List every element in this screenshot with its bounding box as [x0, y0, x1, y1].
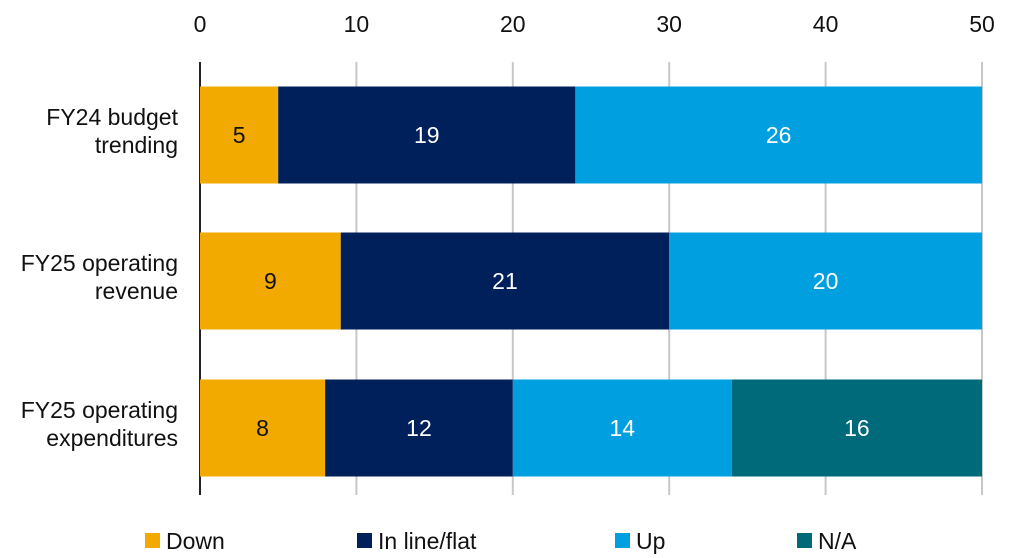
data-label: 19 — [414, 122, 440, 148]
bar-segment-in-line-flat — [340, 232, 670, 330]
legend-label: Up — [636, 528, 665, 554]
bar-segment-n-a — [731, 379, 982, 477]
bar-segment-in-line-flat — [278, 86, 576, 184]
category-label: FY25 operating expenditures — [21, 397, 178, 451]
bar-segment-up — [575, 86, 982, 184]
bar-segment-down — [200, 379, 326, 477]
legend-swatch — [797, 533, 812, 548]
legend-swatch — [615, 533, 630, 548]
x-tick-label: 20 — [500, 11, 526, 37]
data-label: 14 — [609, 415, 635, 441]
bars — [200, 86, 982, 477]
data-label: 20 — [813, 268, 839, 294]
legend: Down In line/flat Up N/A — [145, 528, 857, 554]
x-tick-label: 50 — [969, 11, 995, 37]
data-label: 9 — [264, 268, 277, 294]
x-tick-label: 10 — [344, 11, 370, 37]
x-tick-label: 30 — [656, 11, 682, 37]
bar-segment-up — [512, 379, 732, 477]
axis: 0 10 20 30 40 50 FY24 budget trending FY25 opera… — [21, 11, 995, 495]
bar-segment-up — [669, 232, 982, 330]
data-label: 26 — [766, 122, 792, 148]
data-label: 16 — [844, 415, 870, 441]
legend-label: In line/flat — [378, 528, 477, 554]
bar-segment-down — [200, 86, 279, 184]
data-label: 21 — [492, 268, 518, 294]
x-tick-label: 40 — [813, 11, 839, 37]
bar-segment-down — [200, 232, 341, 330]
data-label: 8 — [256, 415, 269, 441]
legend-swatch — [145, 533, 160, 548]
category-label: FY25 operating revenue — [21, 250, 178, 304]
data-labels: 5 19 26 9 21 20 8 12 14 16 — [233, 122, 870, 441]
x-tick-label: 0 — [194, 11, 207, 37]
legend-label: N/A — [818, 528, 857, 554]
data-label: 12 — [406, 415, 432, 441]
category-label: FY24 budget trending — [46, 104, 178, 158]
legend-swatch — [357, 533, 372, 548]
bar-segment-in-line-flat — [325, 379, 513, 477]
data-label: 5 — [233, 122, 246, 148]
legend-label: Down — [166, 528, 225, 554]
